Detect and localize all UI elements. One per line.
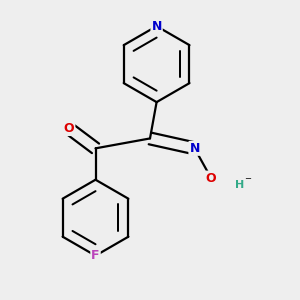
Text: H: H [235,180,244,190]
Text: O: O [206,172,216,184]
Text: N: N [152,20,162,33]
Text: F: F [91,249,100,262]
Text: N: N [189,142,200,155]
Text: −: − [244,174,251,183]
Text: O: O [64,122,74,135]
